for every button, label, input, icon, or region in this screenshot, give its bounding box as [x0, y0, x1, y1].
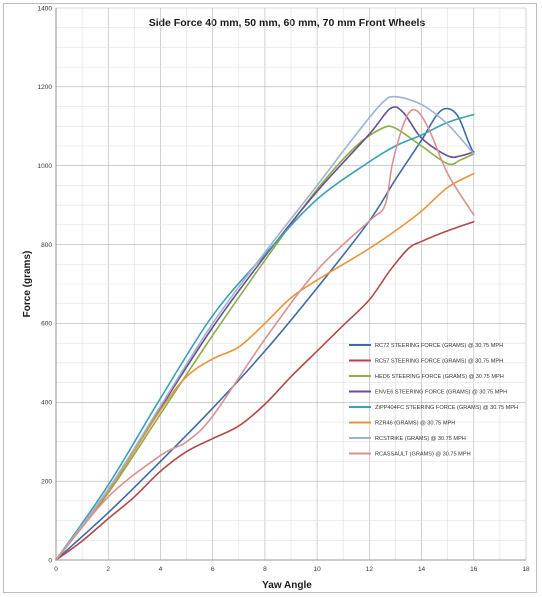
x-tick-label: 4	[159, 566, 163, 573]
x-tick-label: 18	[522, 566, 530, 573]
y-tick-labels: 0 200 400 600 800 1000 1200 1400	[38, 5, 53, 564]
series-line-8	[55, 108, 475, 561]
y-tick-label: 1200	[38, 84, 53, 91]
series-line-2	[55, 220, 475, 561]
x-tick-label: 14	[418, 566, 426, 573]
series-line-7	[55, 95, 475, 561]
legend-label: RCASSAULT (GRAMS) @ 30.75 MPH	[375, 452, 471, 458]
x-tick-label: 8	[263, 566, 267, 573]
y-tick-label: 1000	[38, 163, 53, 170]
series-line-6	[55, 172, 475, 561]
legend-label: RCSTRIKE (GRAMS) @ 30.75 MPH	[375, 436, 466, 442]
x-tick-label: 10	[313, 566, 321, 573]
legend-label: ZIPP404FC STEERING FORCE (GRAMS) @ 30.75…	[375, 405, 518, 411]
legend-label: RZR46 (GRAMS) @ 30.75 MPH	[375, 421, 455, 427]
x-tick-label: 0	[54, 566, 58, 573]
line-chart: Side Force 40 mm, 50 mm, 60 mm, 70 mm Fr…	[22, 5, 530, 591]
x-axis-label: Yaw Angle	[262, 580, 312, 591]
y-tick-label: 1400	[38, 5, 53, 12]
legend-label: HED6 STEERING FORCE (GRAMS) @ 30.75 MPH	[375, 374, 504, 380]
x-tick-label: 6	[211, 566, 215, 573]
x-tick-label: 12	[366, 566, 374, 573]
legend-label: ENVE6 STEERING FORCE (GRAMS) @ 30.75 MPH	[375, 390, 507, 396]
axes	[55, 8, 526, 561]
y-tick-label: 0	[48, 557, 52, 564]
legend: RC72 STEERING FORCE (GRAMS) @ 30.75 MPH R…	[349, 343, 518, 458]
legend-label: RC57 STEERING FORCE (GRAMS) @ 30.75 MPH	[375, 359, 503, 365]
x-tick-label: 2	[106, 566, 110, 573]
grid	[55, 7, 527, 561]
series-lines	[55, 95, 475, 561]
y-tick-label: 600	[41, 321, 52, 328]
y-tick-label: 800	[41, 242, 52, 249]
x-tick-label: 16	[470, 566, 478, 573]
chart-title: Side Force 40 mm, 50 mm, 60 mm, 70 mm Fr…	[149, 17, 426, 29]
chart-frame: Side Force 40 mm, 50 mm, 60 mm, 70 mm Fr…	[3, 3, 537, 593]
x-tick-labels: 0 2 4 6 8 10 12 14 16 18	[54, 566, 530, 573]
series-line-3	[55, 125, 475, 561]
y-axis-label: Force (grams)	[22, 251, 33, 318]
series-line-4	[55, 106, 475, 561]
legend-label: RC72 STEERING FORCE (GRAMS) @ 30.75 MPH	[375, 343, 503, 349]
series-line-5	[55, 113, 475, 561]
y-tick-label: 400	[41, 400, 52, 407]
y-tick-label: 200	[41, 478, 52, 485]
